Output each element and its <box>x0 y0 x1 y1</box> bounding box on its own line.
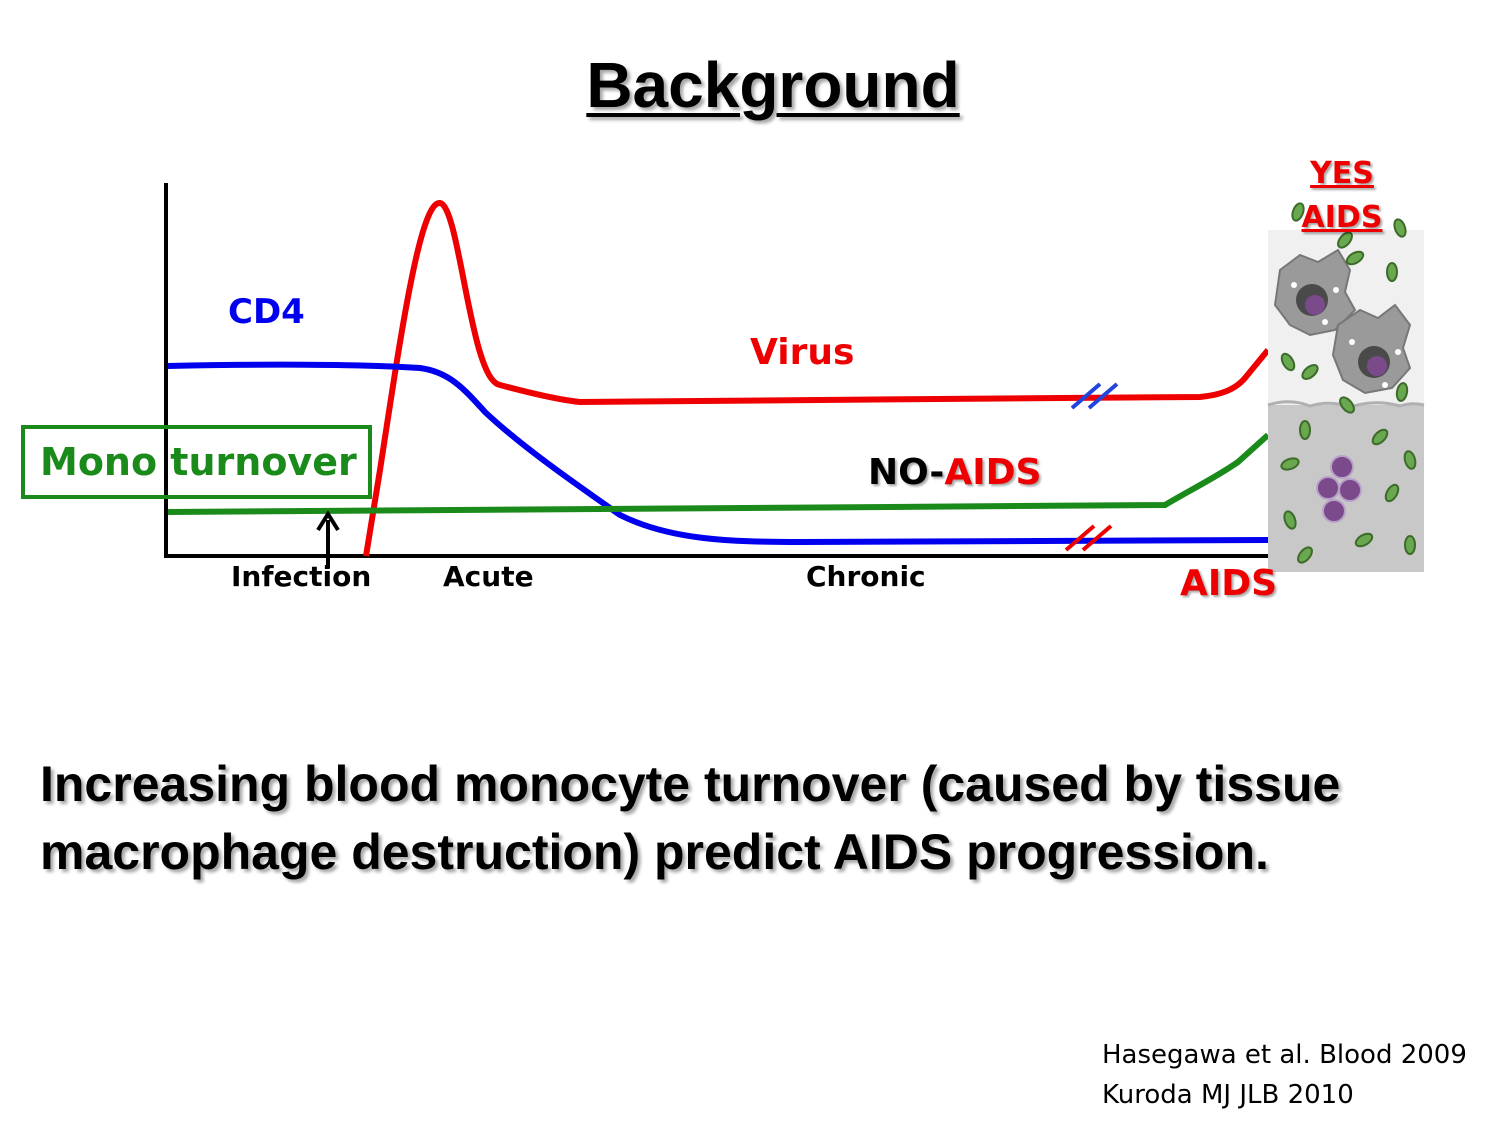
yes-text: YES <box>1310 156 1374 191</box>
axis-tick-chronic: Chronic <box>806 560 926 593</box>
monocyte-cluster-icon <box>1316 455 1362 523</box>
infection-arrow <box>316 510 340 568</box>
virus-curve <box>363 200 1271 557</box>
cd4-curve <box>167 361 1269 545</box>
cd4-label: CD4 <box>228 292 305 332</box>
page-title: Background <box>586 49 960 121</box>
monocyte-curve <box>167 432 1271 515</box>
virus-axis-break <box>1070 382 1119 410</box>
mono-turnover-label: Mono turnover <box>40 440 357 484</box>
virus-label: Virus <box>750 332 855 373</box>
macrophage-icon <box>1273 248 1357 337</box>
no-aids-label: NO-AIDS <box>868 452 1041 493</box>
cd4-axis-break <box>1064 524 1113 552</box>
no-aids-suffix: AIDS <box>944 452 1042 493</box>
no-prefix: NO- <box>868 452 945 493</box>
reference-1: Hasegawa et al. Blood 2009 <box>1102 1040 1467 1070</box>
axis-tick-acute: Acute <box>443 560 534 593</box>
reference-2: Kuroda MJ JLB 2010 <box>1102 1080 1354 1110</box>
axis-tick-infection: Infection <box>231 560 372 593</box>
yes-aids-label: YES AIDS <box>1294 152 1390 240</box>
yes-aids-text: AIDS <box>1301 200 1383 235</box>
mono-turnover-box <box>21 425 372 499</box>
summary-statement: Increasing blood monocyte turnover (caus… <box>40 756 1341 880</box>
bacteria-icon <box>1280 202 1417 564</box>
aids-label: AIDS <box>1180 563 1278 604</box>
macrophage-icon <box>1331 303 1412 395</box>
